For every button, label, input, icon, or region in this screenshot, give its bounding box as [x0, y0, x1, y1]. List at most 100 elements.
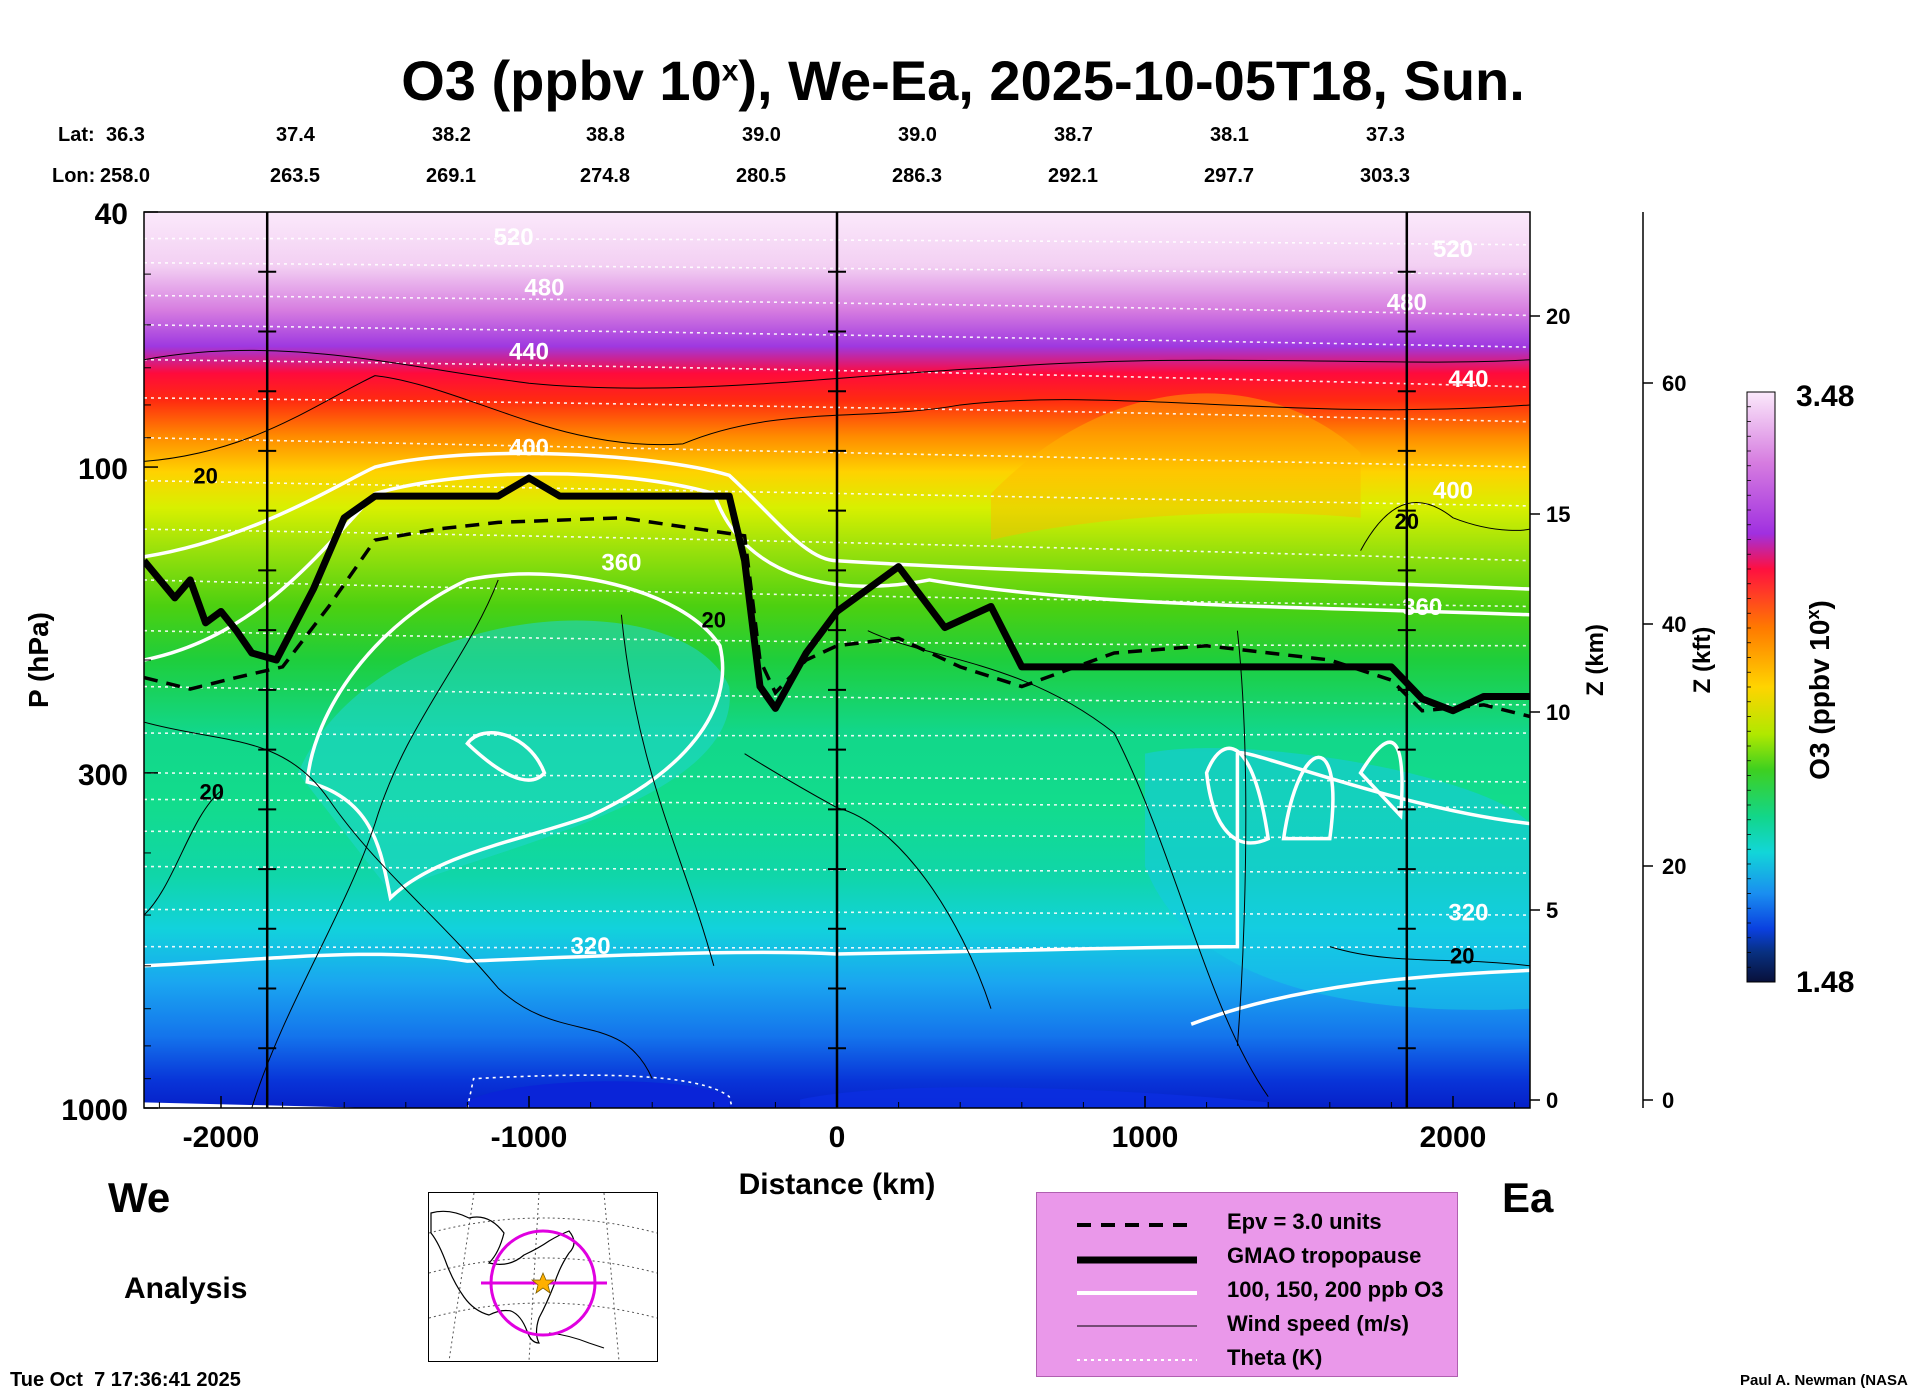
colorbar-max-label: 3.48 [1796, 380, 1854, 413]
wind-label: 20 [200, 779, 224, 804]
y-axis-label: P (hPa) [23, 612, 54, 708]
chart-title: O3 (ppbv 10x), We-Ea, 2025-10-05T18, Sun… [401, 49, 1525, 112]
wind-speed-contour [620, 614, 715, 966]
lat-value: 36.3 [106, 124, 145, 146]
z-kft-tick-label: 20 [1662, 854, 1686, 879]
east-label: Ea [1502, 1174, 1554, 1221]
legend-item-epv: Epv = 3.0 units [1037, 1206, 1457, 1240]
x-tick-label: -1000 [491, 1121, 568, 1154]
lon-value: 263.5 [270, 165, 321, 187]
thin-line-icon [1077, 1325, 1197, 1327]
wind-speed-contour [144, 349, 1530, 389]
thick-line-icon [1077, 1256, 1197, 1264]
timestamp: Tue Oct 7 17:36:41 2025 [10, 1369, 241, 1391]
colorbar-label-sup: x [1803, 610, 1823, 620]
theta-label: 360 [601, 549, 641, 576]
wind-speed-contour [251, 579, 499, 1108]
ozone-contour-200 [144, 451, 1530, 591]
y-tick-label: 40 [95, 198, 128, 231]
colorbar-label-end: ) [1804, 600, 1835, 609]
x-tick-label: -2000 [183, 1121, 260, 1154]
lon-value: 292.1 [1048, 165, 1099, 187]
west-label: We [108, 1174, 171, 1221]
ozone-contour-100 [1204, 746, 1271, 845]
lat-value: 38.1 [1210, 124, 1249, 146]
lon-label: Lon: [52, 165, 96, 187]
colorbar-label: O3 (ppbv 10x) [1803, 600, 1835, 780]
lat-value: 37.4 [276, 124, 315, 146]
ozone-contour-100 [1358, 740, 1404, 820]
lat-value: 38.8 [586, 124, 625, 146]
y-tick-label: 100 [78, 453, 128, 486]
lon-value: 274.8 [580, 165, 631, 187]
wind-speed-contour [1360, 502, 1530, 551]
analysis-label: Analysis [124, 1272, 248, 1305]
lon-value: 269.1 [426, 165, 477, 187]
wind-speed-contour [867, 630, 1269, 1097]
lat-value: 38.7 [1054, 124, 1093, 146]
tropopause-line [144, 474, 1530, 715]
z-km-tick-label: 0 [1546, 1088, 1558, 1113]
ozone-contour-100 [465, 731, 547, 782]
lon-value: 280.5 [736, 165, 787, 187]
legend-label: Epv = 3.0 units [1227, 1209, 1382, 1234]
ozone-contour-100 [305, 572, 725, 902]
legend: Epv = 3.0 units GMAO tropopause 100, 150… [1036, 1192, 1458, 1377]
ozone-contour-150 [144, 471, 1530, 662]
lon-value: 303.3 [1360, 165, 1411, 187]
y-tick-label: 1000 [61, 1094, 128, 1127]
z-km-tick-label: 20 [1546, 304, 1570, 329]
legend-item-ozone: 100, 150, 200 ppb O3 [1037, 1274, 1457, 1308]
wind-speed-contour [1236, 630, 1247, 1046]
z-kft-axis-label: Z (kft) [1689, 627, 1716, 694]
low-ozone-patch [467, 1081, 730, 1108]
lat-value: 39.0 [742, 124, 781, 146]
below-ground-mask [144, 1102, 375, 1108]
legend-item-theta: Theta (K) [1037, 1342, 1457, 1376]
theta-label: 320 [1448, 900, 1488, 927]
colorbar-min-label: 1.48 [1796, 966, 1854, 999]
theta-label: 320 [571, 933, 611, 960]
white-line-icon [1077, 1291, 1197, 1295]
wind-label: 20 [193, 463, 217, 488]
lon-value: 258.0 [100, 165, 151, 187]
wind-speed-contour [744, 753, 992, 1009]
coastline-shape [430, 1210, 575, 1344]
legend-label: Theta (K) [1227, 1345, 1323, 1370]
dotted-line-icon [1077, 1359, 1197, 1361]
theta-label: 360 [1402, 594, 1442, 621]
ozone-contour-100 [1281, 755, 1335, 841]
wind-speed-contour [144, 790, 222, 916]
z-km-tick-label: 15 [1546, 502, 1570, 527]
theta-label: 480 [524, 275, 564, 302]
x-tick-label: 0 [829, 1121, 846, 1154]
x-tick-label: 2000 [1420, 1121, 1487, 1154]
legend-label: Wind speed (m/s) [1227, 1311, 1409, 1336]
locator-map [428, 1192, 658, 1362]
credit: Paul A. Newman (NASA [1740, 1372, 1908, 1389]
wind-label: 20 [702, 608, 726, 633]
theta-label: 520 [1433, 236, 1473, 263]
ozone-contour-100 [1190, 968, 1530, 1026]
lat-value: 39.0 [898, 124, 937, 146]
z-km-tick-label: 10 [1546, 700, 1570, 725]
center-star-icon [530, 1271, 556, 1294]
y-tick-label: 300 [78, 759, 128, 792]
legend-label: 100, 150, 200 ppb O3 [1227, 1277, 1444, 1302]
legend-item-tropopause: GMAO tropopause [1037, 1240, 1457, 1274]
wind-speed-contour [144, 375, 1530, 462]
theta-label: 440 [1448, 366, 1488, 393]
z-kft-tick-label: 40 [1662, 612, 1686, 637]
lat-label: Lat: [58, 124, 95, 146]
wind-speed-contour [144, 721, 653, 1079]
z-kft-tick-label: 0 [1662, 1088, 1674, 1113]
legend-item-wind: Wind speed (m/s) [1037, 1308, 1457, 1342]
lat-value: 37.3 [1366, 124, 1405, 146]
low-ozone-patch [800, 1087, 1269, 1108]
high-ozone-patch [991, 393, 1361, 541]
theta-contour [466, 1074, 734, 1108]
low-ozone-patch [1145, 748, 1530, 1010]
wind-speed-contour [1329, 946, 1530, 967]
lon-value: 286.3 [892, 165, 943, 187]
theta-label: 400 [509, 435, 549, 462]
